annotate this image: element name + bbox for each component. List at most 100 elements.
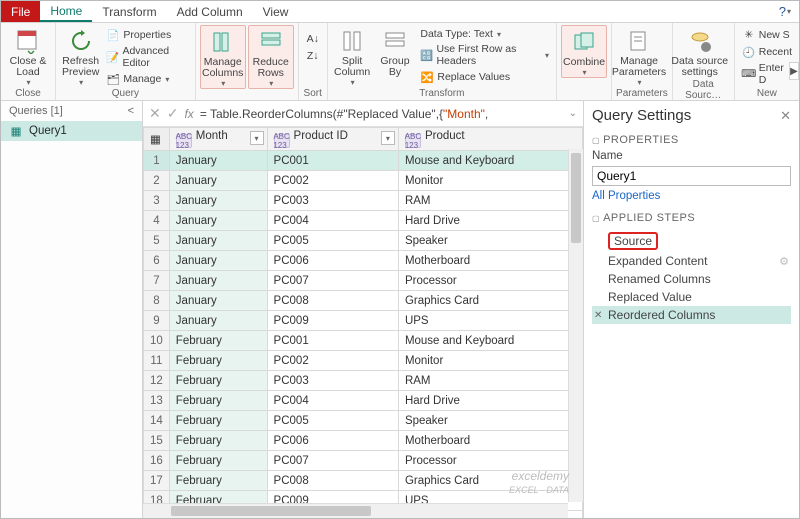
cell-productid[interactable]: PC009	[267, 311, 398, 331]
row-number[interactable]: 6	[144, 251, 170, 271]
cell-product[interactable]: Processor	[398, 451, 582, 471]
row-number[interactable]: 8	[144, 291, 170, 311]
file-tab[interactable]: File	[1, 1, 40, 22]
gear-icon[interactable]: ⚙	[779, 255, 789, 268]
table-row[interactable]: 5 January PC005 Speaker	[144, 231, 583, 251]
cell-month[interactable]: January	[169, 171, 267, 191]
cell-productid[interactable]: PC005	[267, 411, 398, 431]
table-row[interactable]: 4 January PC004 Hard Drive	[144, 211, 583, 231]
table-row[interactable]: 2 January PC002 Monitor	[144, 171, 583, 191]
cell-month[interactable]: February	[169, 411, 267, 431]
cell-month[interactable]: February	[169, 391, 267, 411]
cell-productid[interactable]: PC002	[267, 351, 398, 371]
table-row[interactable]: 16 February PC007 Processor	[144, 451, 583, 471]
table-row[interactable]: 8 January PC008 Graphics Card	[144, 291, 583, 311]
cell-month[interactable]: January	[169, 151, 267, 171]
properties-button[interactable]: 📄Properties	[103, 27, 190, 43]
row-number[interactable]: 15	[144, 431, 170, 451]
table-row[interactable]: 11 February PC002 Monitor	[144, 351, 583, 371]
cell-product[interactable]: Graphics Card	[398, 471, 582, 491]
cell-month[interactable]: February	[169, 331, 267, 351]
cancel-formula-icon[interactable]: ✕	[149, 105, 161, 122]
table-row[interactable]: 1 January PC001 Mouse and Keyboard	[144, 151, 583, 171]
table-row[interactable]: 13 February PC004 Hard Drive	[144, 391, 583, 411]
cell-product[interactable]: Graphics Card	[398, 291, 582, 311]
cell-month[interactable]: February	[169, 431, 267, 451]
step-row[interactable]: Replaced Value	[592, 288, 791, 306]
data-type-button[interactable]: Data Type: Text▾	[417, 27, 552, 41]
split-column-button[interactable]: Split Column▾	[332, 25, 373, 87]
cell-product[interactable]: Motherboard	[398, 251, 582, 271]
cell-month[interactable]: January	[169, 211, 267, 231]
cell-month[interactable]: February	[169, 471, 267, 491]
cell-productid[interactable]: PC008	[267, 471, 398, 491]
cell-month[interactable]: January	[169, 191, 267, 211]
table-row[interactable]: 3 January PC003 RAM	[144, 191, 583, 211]
cell-product[interactable]: Monitor	[398, 171, 582, 191]
cell-product[interactable]: RAM	[398, 191, 582, 211]
recent-sources-button[interactable]: 🕘Recent	[739, 44, 795, 60]
sort-desc-button[interactable]: Z↓	[303, 48, 323, 64]
cell-productid[interactable]: PC007	[267, 451, 398, 471]
collapse-icon[interactable]: <	[128, 105, 134, 117]
query-item[interactable]: ▦Query1	[1, 121, 142, 141]
refresh-preview-button[interactable]: Refresh Preview▾	[60, 25, 101, 87]
first-row-headers-button[interactable]: 🔠Use First Row as Headers▾	[417, 42, 552, 68]
table-row[interactable]: 6 January PC006 Motherboard	[144, 251, 583, 271]
enter-data-button[interactable]: ⌨Enter D	[739, 61, 795, 87]
formula-expand-icon[interactable]: ⌄	[569, 108, 577, 119]
table-row[interactable]: 10 February PC001 Mouse and Keyboard	[144, 331, 583, 351]
all-properties-link[interactable]: All Properties	[592, 190, 791, 202]
cell-product[interactable]: Processor	[398, 271, 582, 291]
cell-product[interactable]: Hard Drive	[398, 211, 582, 231]
view-tab[interactable]: View	[253, 1, 299, 22]
cell-productid[interactable]: PC004	[267, 391, 398, 411]
close-load-button[interactable]: Close & Load▾	[5, 25, 51, 87]
cell-productid[interactable]: PC001	[267, 331, 398, 351]
group-by-button[interactable]: Group By	[375, 25, 416, 78]
step-row[interactable]: Expanded Content⚙	[592, 252, 791, 270]
cell-month[interactable]: January	[169, 231, 267, 251]
row-number[interactable]: 13	[144, 391, 170, 411]
addcolumn-tab[interactable]: Add Column	[167, 1, 253, 22]
cell-product[interactable]: Monitor	[398, 351, 582, 371]
reduce-rows-button[interactable]: Reduce Rows▾	[248, 25, 294, 89]
row-number[interactable]: 10	[144, 331, 170, 351]
formula-bar[interactable]: ✕ ✓ fx = Table.ReorderColumns(#"Replaced…	[143, 101, 583, 127]
manage-parameters-button[interactable]: Manage Parameters▾	[616, 25, 662, 87]
filter-dropdown-icon[interactable]: ▾	[381, 131, 395, 145]
table-row[interactable]: 15 February PC006 Motherboard	[144, 431, 583, 451]
row-number[interactable]: 4	[144, 211, 170, 231]
data-source-settings-button[interactable]: Data source settings	[677, 25, 723, 78]
table-row[interactable]: 7 January PC007 Processor	[144, 271, 583, 291]
row-number[interactable]: 14	[144, 411, 170, 431]
cell-productid[interactable]: PC003	[267, 371, 398, 391]
column-header-productid[interactable]: ABC123Product ID▾	[267, 128, 398, 151]
cell-product[interactable]: Hard Drive	[398, 391, 582, 411]
accept-formula-icon[interactable]: ✓	[167, 105, 179, 122]
manage-columns-button[interactable]: Manage Columns▾	[200, 25, 246, 89]
cell-product[interactable]: Speaker	[398, 231, 582, 251]
cell-productid[interactable]: PC003	[267, 191, 398, 211]
row-number[interactable]: 1	[144, 151, 170, 171]
manage-button[interactable]: 🗂Manage▾	[103, 71, 190, 87]
cell-product[interactable]: Mouse and Keyboard	[398, 151, 582, 171]
row-number[interactable]: 7	[144, 271, 170, 291]
cell-productid[interactable]: PC007	[267, 271, 398, 291]
step-row[interactable]: Renamed Columns	[592, 270, 791, 288]
cell-product[interactable]: Speaker	[398, 411, 582, 431]
delete-step-icon[interactable]: ✕	[594, 310, 602, 321]
step-row[interactable]: Source	[592, 230, 791, 252]
cell-productid[interactable]: PC005	[267, 231, 398, 251]
column-header-month[interactable]: ABC123Month▾	[169, 128, 267, 151]
replace-values-button[interactable]: 🔀Replace Values	[417, 69, 552, 85]
cell-product[interactable]: RAM	[398, 371, 582, 391]
home-tab[interactable]: Home	[40, 1, 92, 22]
filter-dropdown-icon[interactable]: ▾	[250, 131, 264, 145]
row-number[interactable]: 16	[144, 451, 170, 471]
help-icon[interactable]: ?▾	[771, 1, 799, 22]
sort-asc-button[interactable]: A↓	[303, 31, 323, 47]
query-name-input[interactable]	[592, 166, 791, 186]
cell-product[interactable]: Motherboard	[398, 431, 582, 451]
step-row-selected[interactable]: ✕Reordered Columns	[592, 306, 791, 324]
